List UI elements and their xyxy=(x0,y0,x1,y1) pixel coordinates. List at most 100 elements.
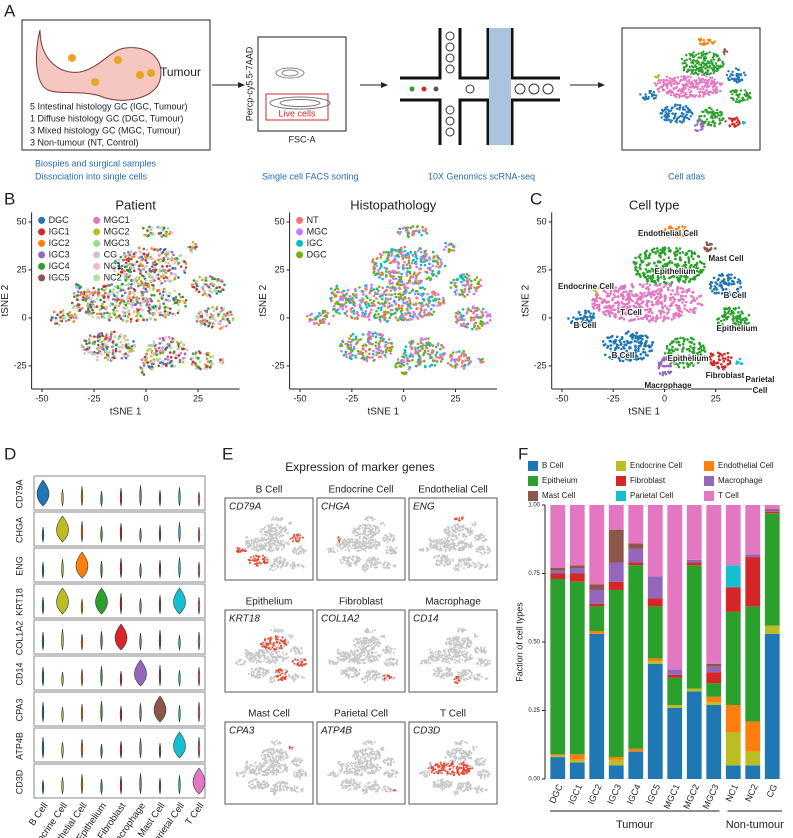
cell-dot xyxy=(593,304,597,307)
cell-dot xyxy=(716,90,719,94)
cell-dot xyxy=(691,277,695,281)
cell-dot xyxy=(162,302,165,305)
cell-dot xyxy=(160,281,163,285)
cell-dot xyxy=(438,303,442,307)
cell-dot xyxy=(737,120,741,123)
cell-dot xyxy=(687,117,691,121)
violin xyxy=(119,522,123,543)
contour xyxy=(269,96,331,110)
cell-dot xyxy=(120,268,124,271)
cell-dot xyxy=(400,312,404,316)
cell-dot xyxy=(112,288,115,291)
cell-dot xyxy=(158,270,161,273)
violin xyxy=(139,562,142,580)
cell-dot xyxy=(634,351,637,354)
cell-dot xyxy=(432,310,436,314)
cell-dot xyxy=(696,302,700,306)
cell-dot xyxy=(672,297,676,300)
cell-dot xyxy=(174,301,177,305)
cell-dot xyxy=(158,305,162,308)
cell-dot xyxy=(173,277,177,280)
cell-dot xyxy=(408,270,412,274)
cell-dot xyxy=(356,341,359,344)
cell-dot xyxy=(472,305,475,308)
cell-dot xyxy=(385,288,388,292)
cell-dot xyxy=(668,77,671,80)
cell-dot xyxy=(735,100,739,104)
cell-dot xyxy=(219,290,223,293)
cell-dot xyxy=(117,337,120,341)
violin xyxy=(119,487,123,507)
cell-dot xyxy=(373,313,377,316)
cell-dot xyxy=(715,286,718,290)
cell-dot xyxy=(382,251,386,254)
cell-dot xyxy=(132,296,135,299)
cell-dot xyxy=(209,275,212,278)
cell-dot xyxy=(157,226,161,230)
cell-dot xyxy=(126,315,130,319)
cell-dot xyxy=(590,315,593,319)
cell-dot xyxy=(677,304,681,308)
cell-dot xyxy=(641,350,645,354)
violin xyxy=(41,779,45,796)
panel-label: E xyxy=(222,444,233,463)
cell-dot xyxy=(699,128,702,131)
cell-dot xyxy=(389,297,392,300)
cell-dot xyxy=(465,280,469,283)
cell-dot xyxy=(454,358,458,361)
cell-dot xyxy=(663,277,666,281)
cell-dot xyxy=(647,95,650,99)
cell-dot xyxy=(158,302,162,306)
cell-dot xyxy=(203,322,206,326)
cell-dot xyxy=(606,309,609,313)
cell-dot xyxy=(167,278,170,282)
cell-dot xyxy=(744,89,747,92)
cell-dot xyxy=(687,88,690,91)
oil-channel xyxy=(489,28,511,145)
cell-dot xyxy=(689,93,692,97)
cell-dot xyxy=(702,38,706,42)
cell-dot xyxy=(702,262,706,266)
cell-dot xyxy=(76,294,79,297)
cell-dot xyxy=(85,342,88,346)
cell-dot xyxy=(461,307,465,311)
cell-dot xyxy=(622,317,626,321)
cell-dot xyxy=(718,119,722,122)
violin xyxy=(75,551,89,579)
cell-dot xyxy=(384,355,387,358)
cell-dot xyxy=(149,297,152,301)
cell-dot xyxy=(669,370,673,374)
cell-dot xyxy=(119,289,123,292)
cell-dot xyxy=(419,339,422,342)
cell-dot xyxy=(601,340,605,343)
cell-dot xyxy=(145,264,148,268)
violin xyxy=(119,705,123,723)
cell-dot xyxy=(697,52,700,55)
cell-dot xyxy=(460,290,464,293)
cell-dot xyxy=(679,278,682,281)
cell-dot xyxy=(454,293,458,296)
cell-dot xyxy=(623,347,626,350)
cell-dot xyxy=(150,355,153,358)
cell-dot xyxy=(162,226,166,230)
cell-dot xyxy=(407,304,410,308)
cell-dot xyxy=(670,261,674,265)
cell-dot xyxy=(137,256,141,259)
cell-dot xyxy=(364,288,368,291)
violin xyxy=(41,596,45,615)
cell-dot xyxy=(455,316,458,319)
cell-dot xyxy=(682,86,685,89)
cell-dot xyxy=(383,313,386,316)
cell-dot xyxy=(677,298,680,302)
cell-dot xyxy=(725,307,729,311)
cell-dot xyxy=(344,305,348,309)
violin xyxy=(41,561,45,579)
cell-dot xyxy=(717,57,721,60)
cell-dot xyxy=(690,255,693,258)
cell-dot xyxy=(484,310,488,314)
cell-dot xyxy=(680,92,683,95)
cell-dot xyxy=(160,275,163,278)
cell-dot xyxy=(713,124,716,127)
cell-dot xyxy=(709,124,713,127)
cell-dot xyxy=(678,343,682,347)
